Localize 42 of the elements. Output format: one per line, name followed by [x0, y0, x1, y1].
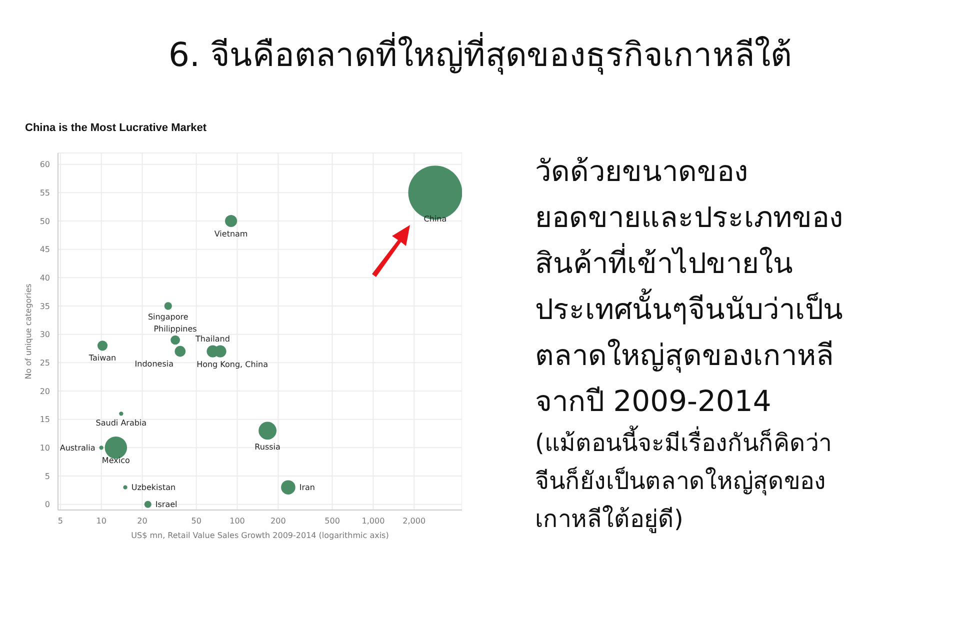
- x-axis-title: US$ mn, Retail Value Sales Growth 2009-2014 (logarithmic axis): [131, 531, 389, 540]
- text: วัดด้วยขนาดของ ยอดขายและประเภทของ สินค้าที่เข้าไปขายใน ประเทศนั้นๆจีนนับว่าเป็น ตลาดใหญ่สุดของเกาหลี จากปี 2009-2014: [535, 153, 844, 420]
- y-tick-label: 40: [40, 274, 50, 283]
- y-tick-label: 10: [40, 444, 50, 453]
- y-tick-label: 25: [40, 358, 50, 368]
- chart-title: 6. จีนคือตลาดที่ใหญ่ที่สุดของธุรกิจเกาหลีใต้: [168, 31, 792, 77]
- y-axis-title: No of unique categories: [24, 284, 33, 380]
- annotation: Israel: [155, 500, 178, 510]
- annotation: Australia: [60, 444, 96, 453]
- annotation: Saudi Arabia: [96, 418, 147, 428]
- x-tick-label: 200: [270, 516, 286, 526]
- x-tick-label: 50: [191, 516, 202, 526]
- x-tick-label: 10: [96, 516, 106, 526]
- x-tick-label: 100: [230, 516, 245, 526]
- y-tick-label: 0: [44, 500, 50, 510]
- y-tick-label: 15: [40, 415, 50, 424]
- x-tick-label: 2,000: [402, 516, 426, 526]
- annotation: Philippines: [154, 324, 197, 334]
- chart-subtitle: China is the Most Lucrative Market: [25, 122, 207, 134]
- annotation: Taiwan: [88, 353, 116, 362]
- annotation: Mexico: [102, 456, 130, 465]
- y-tick-label: 45: [40, 245, 50, 254]
- y-tick-label: 55: [40, 188, 50, 198]
- annotation: Hong Kong, China: [196, 360, 268, 370]
- annotation: Thailand: [194, 334, 230, 344]
- text: (แม้ตอนนี้จะมีเรื่องกันก็คิดว่า จีนก็ยังเป็นตลาดใหญ่สุดของ เกาหลีใต้อยู่ดี): [535, 424, 832, 536]
- x-tick-label: 1,000: [362, 516, 385, 526]
- annotation: Indonesia: [134, 359, 174, 368]
- y-tick-label: 30: [40, 330, 50, 340]
- annotation: Russia: [254, 442, 281, 452]
- y-tick-label: 60: [40, 160, 50, 170]
- y-tick-label: 20: [40, 386, 50, 396]
- y-tick-label: 35: [40, 302, 50, 311]
- annotation: Singapore: [148, 312, 188, 322]
- annotation: Iran: [299, 483, 315, 492]
- y-tick-label: 50: [40, 216, 50, 226]
- annotation: Uzbekistan: [131, 483, 176, 492]
- y-tick-label: 5: [44, 472, 50, 481]
- annotation: Vietnam: [214, 230, 248, 239]
- x-tick-label: 500: [324, 516, 340, 526]
- x-tick-label: 5: [58, 516, 63, 526]
- x-tick-label: 20: [137, 516, 148, 526]
